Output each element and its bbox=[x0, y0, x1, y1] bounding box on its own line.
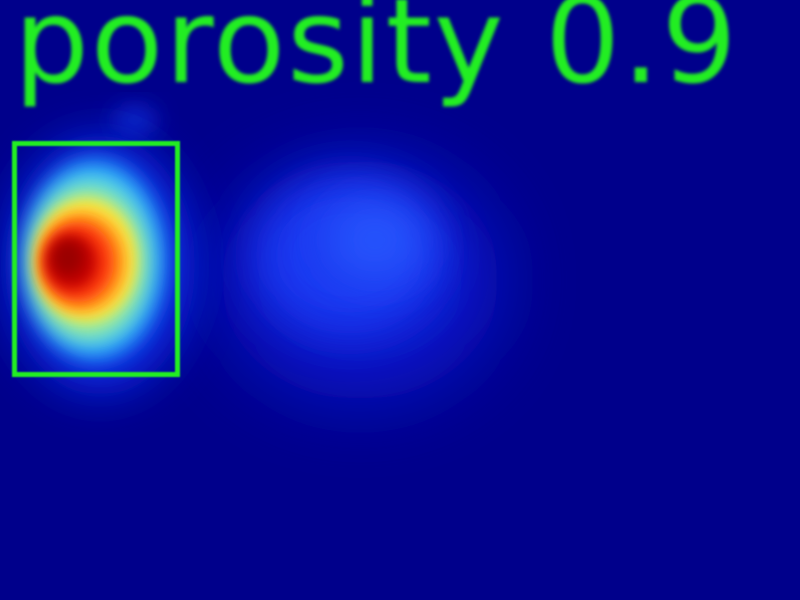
heatmap-secondary-hotspot bbox=[220, 160, 500, 400]
detection-bounding-box bbox=[12, 141, 180, 377]
detection-label: porosity 0.9 bbox=[14, 0, 739, 110]
heatmap-primary-hotspot bbox=[5, 135, 195, 395]
heatmap-small-spot bbox=[113, 106, 157, 134]
